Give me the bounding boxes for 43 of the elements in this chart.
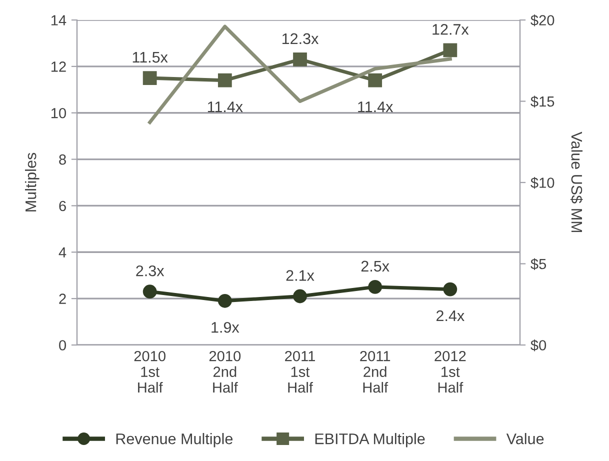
point [142,284,157,299]
point [142,71,157,85]
point [368,73,382,88]
point [443,43,458,58]
point [293,289,307,304]
data-label: 2.5x [361,260,390,272]
y2-tick-label: $10 [530,176,554,189]
y-tick-label: 6 [59,200,66,212]
legend-label: Value [506,433,544,444]
data-label: 1.9x [212,322,240,333]
y2-tick-label: $15 [530,96,554,108]
y-tick-label: 10 [51,108,66,118]
data-label: 12.7x [432,24,469,35]
x-tick-label: 2010 1st Half [134,350,166,393]
data-label: 12.3x [282,33,319,44]
x-tick-label: 2011 1st Half [285,350,315,393]
data-label: 11.4x [208,102,243,112]
y-tick-label: 12 [51,62,66,72]
y-tick-label: 2 [59,294,66,304]
y-tick-label: 14 [51,15,66,26]
legend-label: Revenue Multiple [116,433,232,448]
point [293,52,307,66]
y-tick-label: 4 [58,247,66,258]
y2-tick-label: $0 [530,339,546,352]
data-label: 11.4x [358,102,394,112]
y2-tick-label: $5 [530,258,546,270]
point [443,282,458,296]
x-tick-label: 2011 2nd Half [360,350,390,393]
data-label: 2.1x [286,270,314,281]
point [368,280,382,294]
y-tick-label: 8 [59,154,66,165]
data-label: 2.4x [436,310,464,322]
data-label: 2.3x [136,265,164,276]
data-label: 11.5x [132,52,168,63]
x-tick-label: 2010 2nd Half [209,350,241,393]
y-tick-label: 0 [59,340,66,350]
y2-tick-label: $20 [530,14,554,26]
point [218,73,232,88]
y-axis-title: Multiples [25,152,40,212]
legend-label: EBITDA Multiple [315,433,425,448]
y2-axis-title: Value US$ MM [570,132,583,232]
x-tick-label: 2012 1st Half [434,350,466,393]
point [218,294,232,308]
